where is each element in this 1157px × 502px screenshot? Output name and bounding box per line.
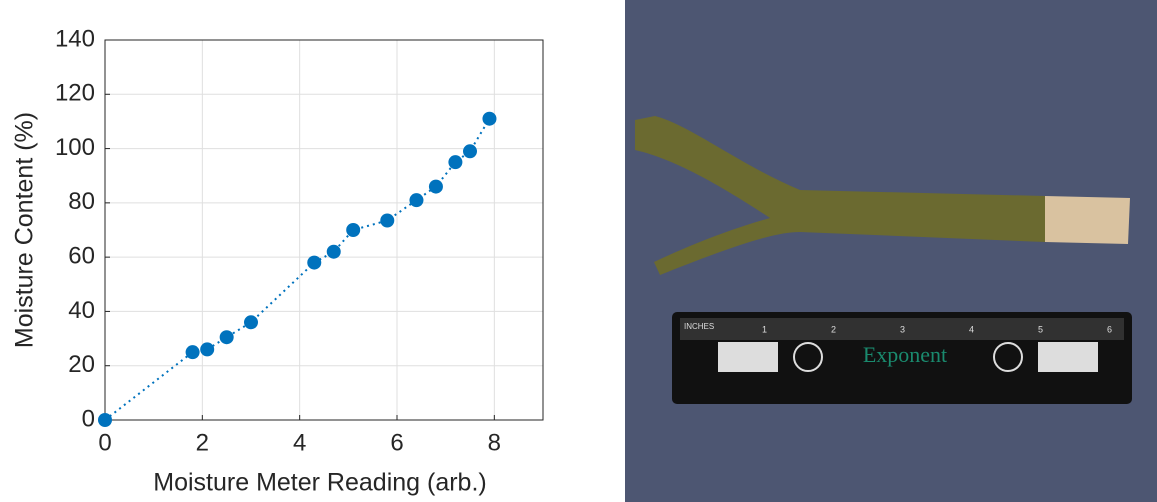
data-point [326,244,341,259]
x-axis-label: Moisture Meter Reading (arb.) [153,469,486,497]
ruler-number: 1 [762,324,767,334]
ruler [672,312,1132,404]
y-tick-label: 140 [55,25,95,52]
ruler-target [993,342,1023,372]
data-point [219,330,234,345]
ruler-pattern [718,342,778,372]
ruler-number: 4 [969,324,974,334]
photo: INCHES Exponent 1 2 3 4 5 6 [625,0,1157,502]
ruler-unit: INCHES [684,322,714,331]
ruler-number: 2 [831,324,836,334]
ruler-number: 6 [1107,324,1112,334]
data-point [448,155,463,170]
data-point [307,255,322,270]
ruler-numbers: 1 2 3 4 5 6 [762,324,1112,334]
ruler-target [793,342,823,372]
data-point [482,111,497,126]
data-point [200,342,215,357]
x-tick-label: 2 [196,429,209,456]
plot-frame [104,39,544,421]
ruler-number: 5 [1038,324,1043,334]
data-point [346,223,361,237]
x-tick-label: 6 [390,429,403,456]
ruler-scale [680,318,1124,340]
y-axis-label: Moisture Content (%) [11,112,39,348]
data-point [380,213,395,228]
y-tick-label: 120 [55,80,95,107]
y-tick-label: 60 [68,242,95,269]
y-tick-label: 80 [68,188,95,215]
plot-area [105,40,543,420]
y-tick-label: 20 [68,351,95,378]
x-tick-label: 4 [293,429,306,456]
data-point [185,345,200,360]
x-tick-label: 0 [98,429,111,456]
branch-cut [1045,196,1130,244]
data-point [409,193,424,208]
branch [635,116,1045,275]
ruler-brand: Exponent [863,342,947,367]
x-tick-label: 8 [488,429,501,456]
ruler-pattern [1038,342,1098,372]
y-tick-label: 100 [55,134,95,161]
data-point [463,144,477,159]
data-point [428,179,443,194]
series-line [104,118,491,421]
y-tick-label: 40 [68,297,95,324]
y-tick-label: 0 [82,405,95,432]
ruler-number: 3 [900,324,905,334]
data-point [98,413,112,427]
data-point [244,315,258,330]
